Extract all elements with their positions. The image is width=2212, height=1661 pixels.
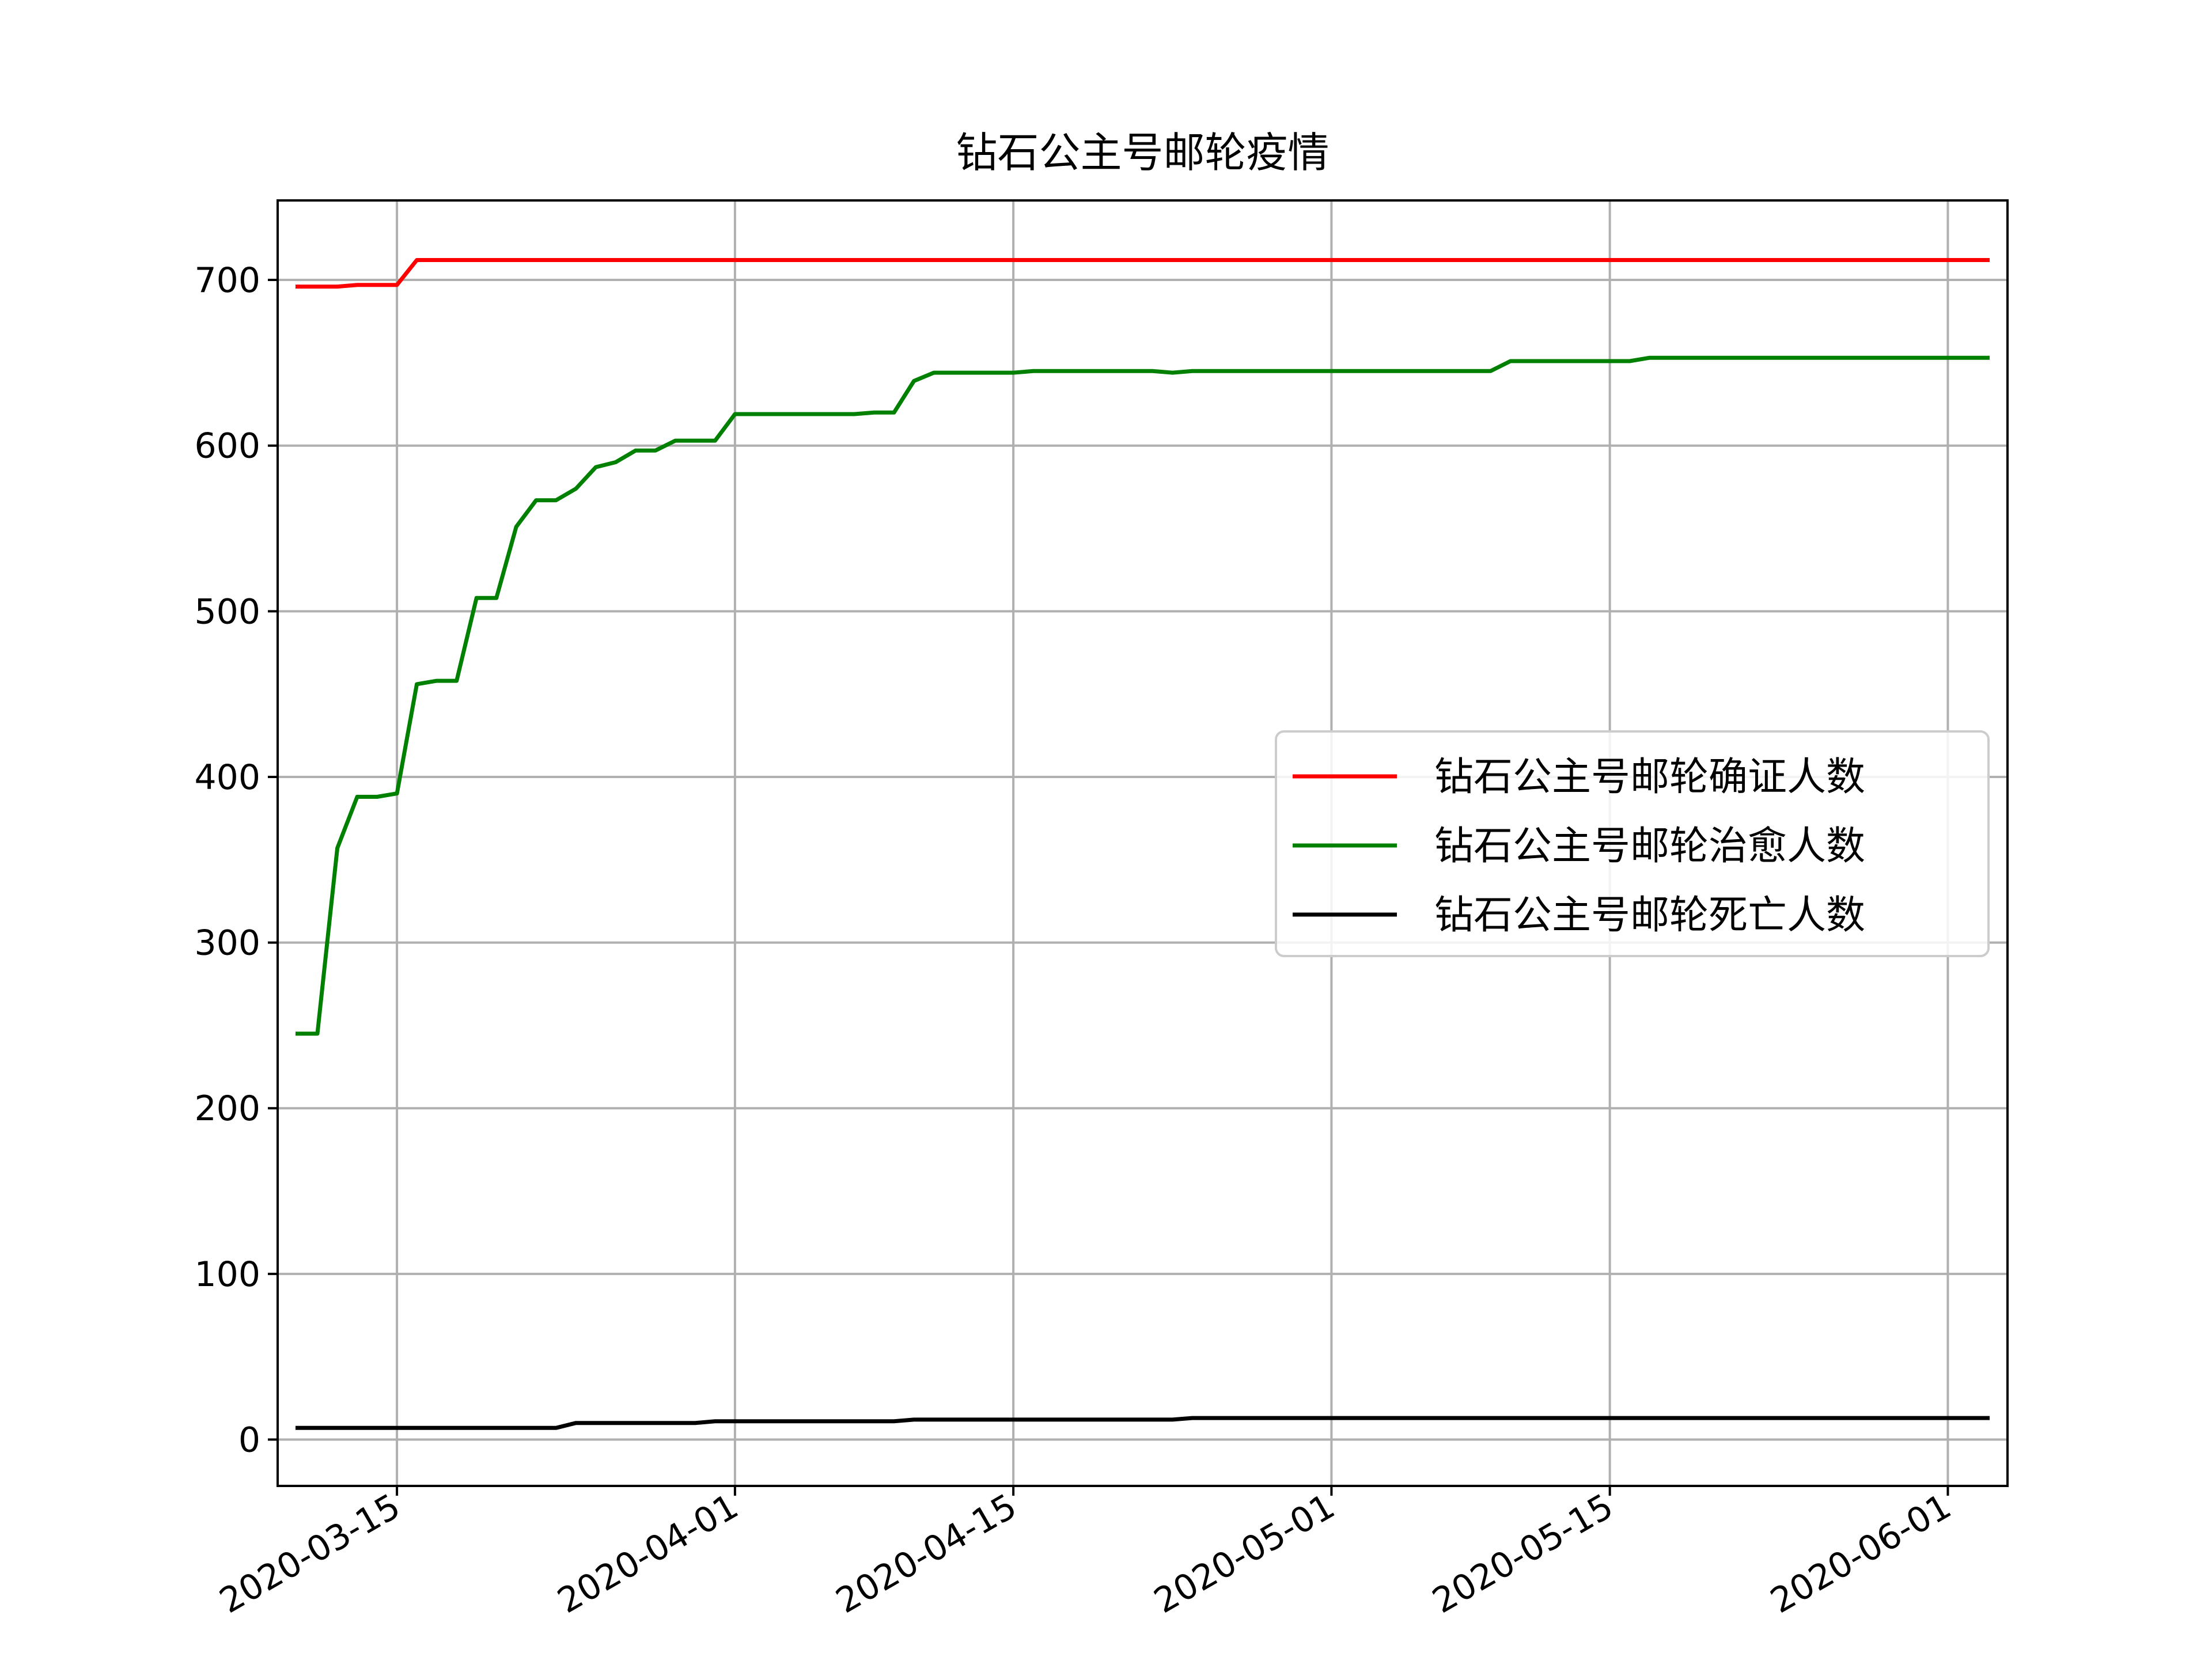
series-line-2 [296, 1416, 1990, 1430]
legend-box [1275, 730, 1990, 957]
grid [278, 200, 2008, 1486]
y-tick-label: 200 [194, 1089, 260, 1129]
y-tick-label: 400 [194, 757, 260, 798]
series-line-0 [296, 258, 1990, 289]
plot-frame [276, 199, 2009, 1487]
series-line-1 [296, 355, 1990, 1036]
y-tick-label: 700 [194, 260, 260, 301]
legend-label-2: 钻石公主号邮轮死亡人数 [1434, 893, 1865, 938]
y-tick-label: 500 [194, 591, 260, 632]
y-tick-label: 600 [194, 426, 260, 467]
y-tick-label: 300 [194, 923, 260, 964]
y-tick-label: 0 [238, 1420, 260, 1460]
legend-label-0: 钻石公主号邮轮确证人数 [1434, 754, 1865, 800]
legend-label-1: 钻石公主号邮轮治愈人数 [1434, 824, 1865, 869]
chart-title: 钻石公主号邮轮疫情 [956, 128, 1329, 177]
y-tick-label: 100 [194, 1254, 260, 1295]
series-lines [296, 258, 1990, 1430]
